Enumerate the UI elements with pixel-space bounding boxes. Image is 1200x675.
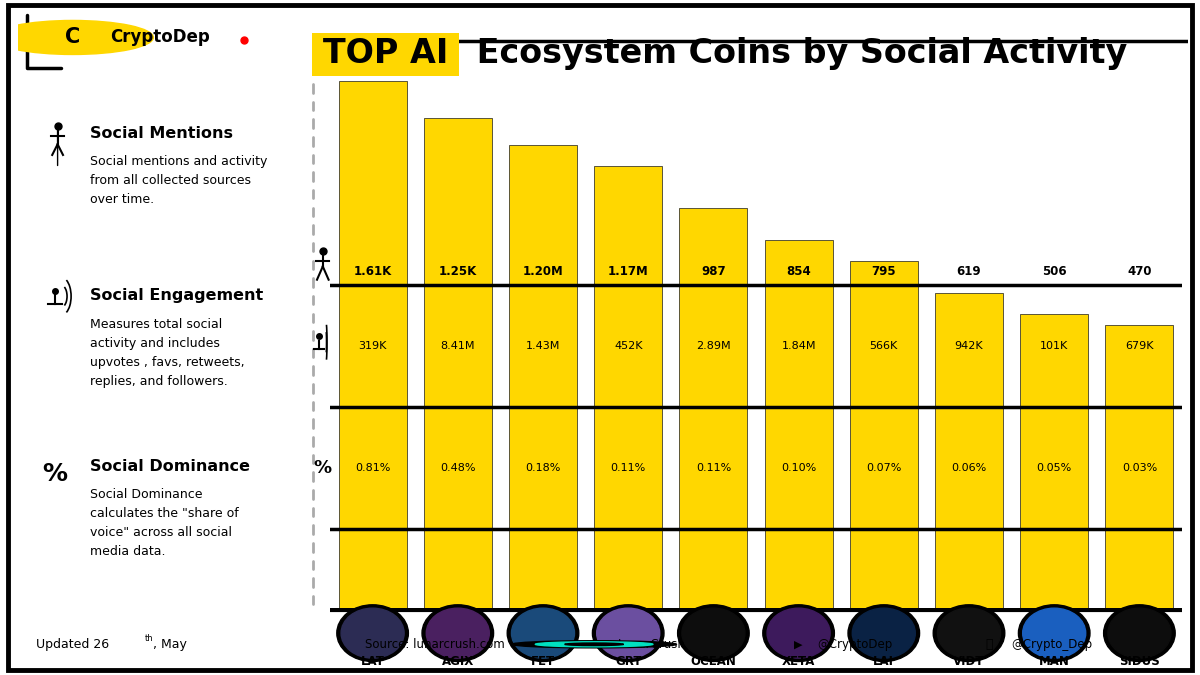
Bar [594, 166, 662, 611]
Text: 987: 987 [701, 265, 726, 278]
Text: 0.11%: 0.11% [611, 463, 646, 472]
Bar [1020, 314, 1088, 611]
Text: 679K: 679K [1126, 341, 1153, 351]
Circle shape [763, 605, 834, 662]
Circle shape [508, 605, 578, 662]
Text: Social Mentions: Social Mentions [90, 126, 233, 140]
Text: 1.84M: 1.84M [781, 341, 816, 351]
Circle shape [937, 608, 1001, 658]
Text: LAI: LAI [874, 655, 894, 668]
Text: 0.05%: 0.05% [1037, 463, 1072, 472]
Circle shape [767, 608, 830, 658]
Circle shape [934, 605, 1004, 662]
Text: 1.61K: 1.61K [354, 265, 391, 278]
Circle shape [426, 608, 490, 658]
Text: ▶: ▶ [794, 639, 803, 649]
Bar [509, 144, 577, 611]
Text: Social mentions and activity
from all collected sources
over time.: Social mentions and activity from all co… [90, 155, 268, 206]
Text: FET: FET [530, 655, 556, 668]
Text: 470: 470 [1127, 265, 1152, 278]
Circle shape [848, 605, 919, 662]
Circle shape [422, 605, 493, 662]
FancyBboxPatch shape [312, 33, 460, 76]
Circle shape [593, 605, 664, 662]
Text: 0.07%: 0.07% [866, 463, 901, 472]
Bar [424, 118, 492, 611]
Text: LunarCrush: LunarCrush [618, 638, 685, 651]
Text: VIDT: VIDT [953, 655, 985, 668]
Circle shape [1019, 605, 1090, 662]
Circle shape [341, 608, 404, 658]
Text: 452K: 452K [614, 341, 642, 351]
Circle shape [1108, 608, 1171, 658]
Text: 1.25K: 1.25K [439, 265, 476, 278]
Text: Social Dominance: Social Dominance [90, 459, 250, 474]
Text: TOP AI: TOP AI [323, 37, 449, 70]
Text: 0.03%: 0.03% [1122, 463, 1157, 472]
Text: %: % [42, 462, 67, 485]
Circle shape [535, 642, 653, 647]
Text: @Crypto_Dep: @Crypto_Dep [1012, 638, 1093, 651]
Text: %: % [313, 459, 332, 477]
Text: 942K: 942K [955, 341, 983, 351]
Bar [850, 261, 918, 611]
Text: 506: 506 [1042, 265, 1067, 278]
Text: 319K: 319K [359, 341, 386, 351]
Circle shape [678, 605, 749, 662]
Text: , May: , May [154, 638, 187, 651]
Text: SIDUS: SIDUS [1120, 655, 1159, 668]
Text: 795: 795 [871, 265, 896, 278]
Text: XETA: XETA [782, 655, 815, 668]
Bar [338, 81, 407, 611]
Text: th: th [145, 634, 154, 643]
Text: 0.06%: 0.06% [952, 463, 986, 472]
Text: 0.18%: 0.18% [526, 463, 560, 472]
Text: Ecosystem Coins by Social Activity: Ecosystem Coins by Social Activity [466, 37, 1128, 70]
Text: Updated 26: Updated 26 [36, 638, 109, 651]
Text: GRT: GRT [614, 655, 642, 668]
Bar [764, 240, 833, 611]
Circle shape [337, 605, 408, 662]
Text: AGIX: AGIX [442, 655, 474, 668]
Text: Social Dominance
calculates the "share of
voice" across all social
media data.: Social Dominance calculates the "share o… [90, 488, 239, 558]
Text: Social Engagement: Social Engagement [90, 288, 263, 303]
Text: Source: lunarcrush.com: Source: lunarcrush.com [365, 638, 504, 651]
Text: Measures total social
activity and includes
upvotes , favs, retweets,
replies, a: Measures total social activity and inclu… [90, 318, 245, 387]
Text: 🐦: 🐦 [985, 638, 994, 651]
Text: 2.89M: 2.89M [696, 341, 731, 351]
Text: 0.48%: 0.48% [440, 463, 475, 472]
Circle shape [1104, 605, 1175, 662]
Circle shape [511, 608, 575, 658]
Text: 1.17M: 1.17M [608, 265, 648, 278]
Text: 101K: 101K [1040, 341, 1068, 351]
Text: 1.43M: 1.43M [526, 341, 560, 351]
Text: 0.10%: 0.10% [781, 463, 816, 472]
Circle shape [596, 608, 660, 658]
Text: 0.11%: 0.11% [696, 463, 731, 472]
Circle shape [0, 20, 154, 55]
Circle shape [512, 641, 677, 648]
Text: MAN: MAN [1039, 655, 1069, 668]
Text: CryptoDep: CryptoDep [110, 28, 210, 47]
Circle shape [852, 608, 916, 658]
Circle shape [682, 608, 745, 658]
Bar [1105, 325, 1174, 611]
Circle shape [1022, 608, 1086, 658]
Text: 8.41M: 8.41M [440, 341, 475, 351]
Text: 854: 854 [786, 265, 811, 278]
Text: 566K: 566K [870, 341, 898, 351]
Text: LAT: LAT [361, 655, 384, 668]
Text: C: C [65, 28, 80, 47]
Text: 1.20M: 1.20M [523, 265, 563, 278]
Text: 0.81%: 0.81% [355, 463, 390, 472]
Bar [679, 208, 748, 611]
Text: ✚: ✚ [55, 126, 60, 132]
Text: OCEAN: OCEAN [690, 655, 737, 668]
Text: @CryptoDep: @CryptoDep [817, 638, 893, 651]
Bar [935, 293, 1003, 611]
Circle shape [565, 643, 624, 645]
Text: 619: 619 [956, 265, 982, 278]
